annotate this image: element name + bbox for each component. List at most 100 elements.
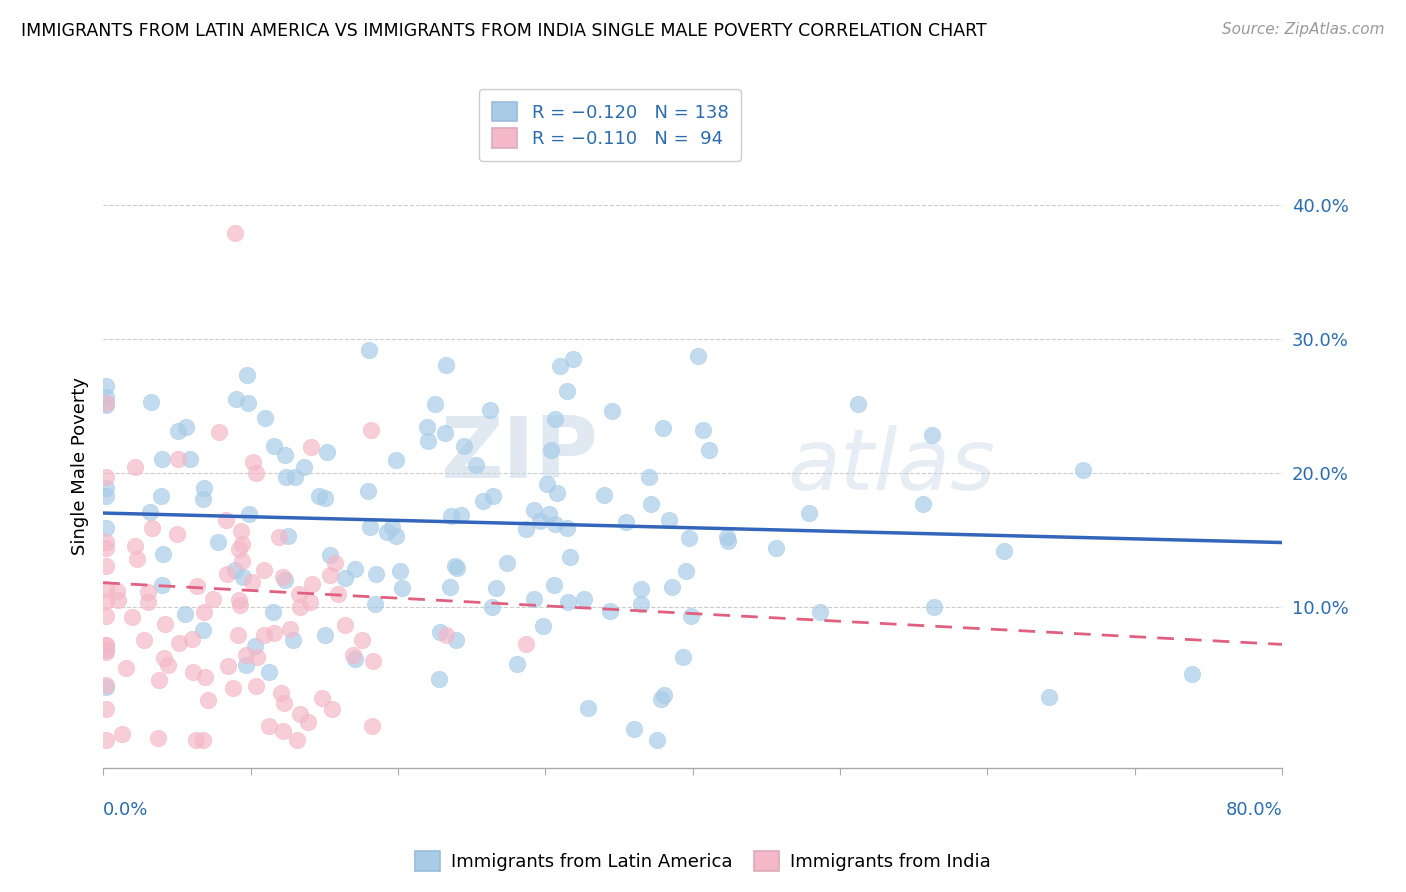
Point: [481, 599, 503, 614]
Point: [440, 508, 463, 523]
Point: [240, 574, 263, 589]
Point: [94, 535, 117, 549]
Point: [439, 580, 461, 594]
Point: [661, 580, 683, 594]
Point: [572, 591, 595, 606]
Point: [217, 659, 239, 673]
Point: [174, 420, 197, 434]
Point: [236, 368, 259, 383]
Point: [270, 686, 292, 700]
Point: [423, 397, 446, 411]
Point: [381, 519, 404, 533]
Point: [94, 702, 117, 716]
Point: [716, 530, 738, 544]
Point: [675, 564, 697, 578]
Text: 0.0%: 0.0%: [103, 801, 149, 819]
Point: [453, 439, 475, 453]
Point: [263, 439, 285, 453]
Point: [1180, 666, 1202, 681]
Point: [94, 489, 117, 503]
Point: [599, 604, 621, 618]
Point: [150, 578, 173, 592]
Point: [150, 489, 173, 503]
Point: [765, 541, 787, 556]
Point: [271, 723, 294, 738]
Point: [236, 396, 259, 410]
Point: [630, 582, 652, 596]
Point: [231, 553, 253, 567]
Legend: R = −0.120   N = 138, R = −0.110   N =  94: R = −0.120 N = 138, R = −0.110 N = 94: [479, 89, 741, 161]
Point: [506, 657, 529, 671]
Point: [136, 595, 159, 609]
Point: [321, 701, 343, 715]
Point: [242, 455, 264, 469]
Point: [94, 645, 117, 659]
Point: [94, 732, 117, 747]
Point: [148, 673, 170, 687]
Point: [271, 569, 294, 583]
Point: [555, 384, 578, 398]
Point: [94, 396, 117, 410]
Point: [191, 491, 214, 506]
Point: [166, 527, 188, 541]
Point: [630, 597, 652, 611]
Point: [465, 458, 488, 472]
Point: [121, 610, 143, 624]
Point: [253, 563, 276, 577]
Point: [359, 343, 381, 357]
Point: [544, 517, 567, 532]
Point: [479, 403, 502, 417]
Point: [808, 605, 831, 619]
Point: [297, 715, 319, 730]
Point: [186, 579, 208, 593]
Point: [360, 423, 382, 437]
Point: [352, 633, 374, 648]
Point: [136, 584, 159, 599]
Point: [153, 617, 176, 632]
Point: [658, 513, 681, 527]
Point: [94, 481, 117, 495]
Point: [278, 622, 301, 636]
Point: [436, 359, 458, 373]
Point: [557, 595, 579, 609]
Point: [288, 707, 311, 722]
Point: [245, 467, 267, 481]
Point: [593, 488, 616, 502]
Point: [482, 489, 505, 503]
Point: [301, 577, 323, 591]
Point: [207, 534, 229, 549]
Point: [544, 411, 567, 425]
Point: [472, 494, 495, 508]
Point: [141, 521, 163, 535]
Point: [193, 481, 215, 495]
Point: [115, 660, 138, 674]
Point: [361, 719, 384, 733]
Point: [232, 570, 254, 584]
Point: [697, 442, 720, 457]
Point: [357, 484, 380, 499]
Point: [333, 571, 356, 585]
Point: [277, 529, 299, 543]
Point: [225, 392, 247, 406]
Point: [848, 397, 870, 411]
Legend: Immigrants from Latin America, Immigrants from India: Immigrants from Latin America, Immigrant…: [408, 844, 998, 879]
Point: [253, 410, 276, 425]
Point: [543, 578, 565, 592]
Point: [94, 639, 117, 653]
Point: [427, 673, 450, 687]
Point: [245, 679, 267, 693]
Point: [194, 669, 217, 683]
Point: [384, 453, 406, 467]
Point: [94, 396, 117, 410]
Point: [623, 722, 645, 736]
Point: [229, 598, 252, 612]
Point: [181, 632, 204, 646]
Text: atlas: atlas: [787, 425, 995, 508]
Point: [231, 537, 253, 551]
Point: [191, 732, 214, 747]
Point: [243, 639, 266, 653]
Point: [267, 530, 290, 544]
Point: [274, 573, 297, 587]
Point: [208, 425, 231, 439]
Point: [184, 732, 207, 747]
